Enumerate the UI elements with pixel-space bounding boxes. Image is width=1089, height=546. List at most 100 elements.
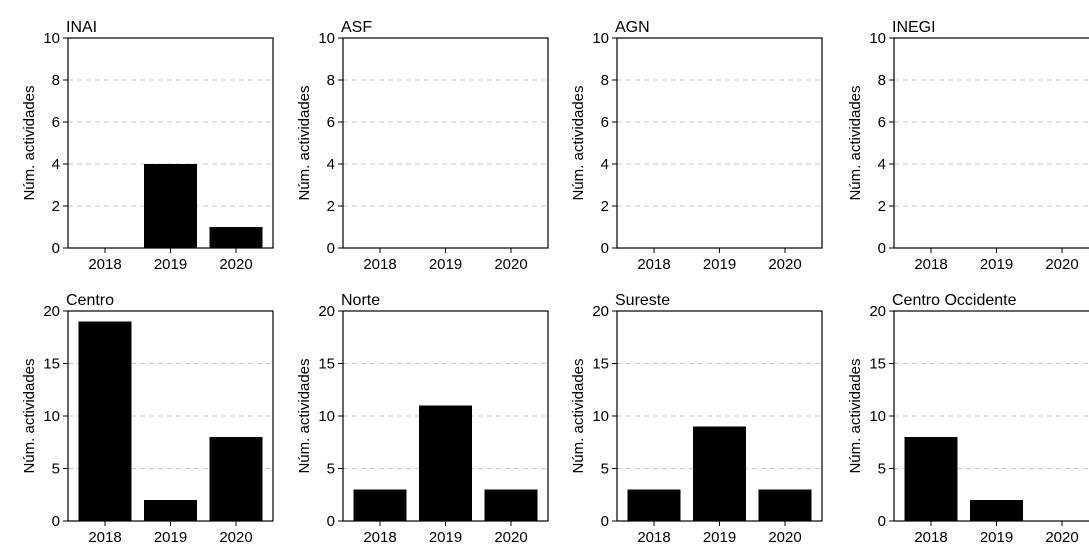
- panel-title: AGN: [615, 19, 650, 36]
- x-tick-label: 2019: [980, 529, 1013, 546]
- y-axis-label: Núm. actividades: [296, 85, 313, 200]
- panel-title: INEGI: [892, 19, 936, 36]
- bar: [484, 489, 538, 521]
- y-tick-label: 15: [318, 356, 335, 373]
- x-tick-label: 2019: [429, 529, 462, 546]
- y-tick-label: 15: [869, 356, 886, 373]
- x-tick-label: 2020: [219, 256, 252, 273]
- chart-panel: 0 5 10 15 20 2018 2019 2020 Sureste Núm. activida…: [570, 292, 823, 546]
- panel-title: Centro Occidente: [892, 292, 1017, 309]
- x-tick-label: 2020: [219, 529, 252, 546]
- y-tick-label: 20: [592, 303, 609, 320]
- chart-panel: 0 2 4 6 8 10 2018 2019 2020 AGN Núm. actividades: [570, 19, 823, 273]
- bar: [144, 164, 197, 248]
- y-tick-label: 0: [52, 240, 60, 257]
- y-tick-label: 10: [869, 408, 886, 425]
- chart-panel: 0 5 10 15 20 2018 2019 2020 Norte Núm. actividade…: [296, 292, 549, 546]
- x-tick-label: 2020: [768, 256, 801, 273]
- panel-title: Sureste: [615, 292, 670, 309]
- panel-title: ASF: [341, 19, 372, 36]
- y-tick-label: 10: [43, 408, 60, 425]
- y-tick-label: 4: [52, 156, 60, 173]
- x-tick-label: 2019: [703, 529, 736, 546]
- panel-title: Centro: [66, 292, 114, 309]
- x-tick-label: 2019: [154, 256, 187, 273]
- x-tick-label: 2018: [363, 529, 396, 546]
- panel-title: INAI: [66, 19, 97, 36]
- x-tick-label: 2020: [768, 529, 801, 546]
- chart-panel: 0 2 4 6 8 10 2018 2019 2020 INEGI Núm. actividades: [847, 19, 1089, 273]
- x-tick-label: 2020: [494, 529, 527, 546]
- x-tick-label: 2019: [703, 256, 736, 273]
- x-tick-label: 2018: [914, 256, 947, 273]
- bar: [144, 500, 197, 521]
- plot-frame: [893, 37, 1089, 249]
- y-tick-label: 4: [878, 156, 886, 173]
- bar: [758, 489, 812, 521]
- chart-panel: 0 2 4 6 8 10 2018 2019 2020 INAI Núm. actividades: [21, 19, 274, 273]
- y-tick-label: 5: [327, 461, 335, 478]
- x-tick-label: 2018: [637, 529, 670, 546]
- y-tick-label: 10: [318, 408, 335, 425]
- y-tick-label: 15: [592, 356, 609, 373]
- y-tick-label: 10: [869, 30, 886, 47]
- x-tick-label: 2020: [1045, 529, 1078, 546]
- y-tick-label: 5: [601, 461, 609, 478]
- y-tick-label: 2: [601, 198, 609, 215]
- x-tick-label: 2018: [88, 529, 121, 546]
- bar: [693, 426, 746, 521]
- y-tick-label: 20: [43, 303, 60, 320]
- panel-title: Norte: [341, 292, 380, 309]
- y-tick-label: 0: [52, 513, 60, 530]
- y-axis-label: Núm. actividades: [570, 358, 587, 473]
- y-tick-label: 2: [327, 198, 335, 215]
- y-axis-label: Núm. actividades: [296, 358, 313, 473]
- y-tick-label: 6: [327, 114, 335, 131]
- y-tick-label: 15: [43, 356, 60, 373]
- bar: [353, 489, 407, 521]
- chart-panel: 0 2 4 6 8 10 2018 2019 2020 ASF Núm. actividades: [296, 19, 549, 273]
- bar: [419, 405, 472, 521]
- bar: [904, 437, 958, 521]
- y-tick-label: 20: [318, 303, 335, 320]
- y-tick-label: 20: [869, 303, 886, 320]
- y-tick-label: 6: [52, 114, 60, 131]
- x-tick-label: 2018: [363, 256, 396, 273]
- bar: [209, 437, 263, 521]
- y-tick-label: 0: [601, 513, 609, 530]
- y-tick-label: 10: [592, 408, 609, 425]
- chart-panel: 0 5 10 15 20 2018 2019 2020 Centro Occidente Núm.…: [847, 292, 1089, 546]
- y-tick-label: 5: [52, 461, 60, 478]
- y-tick-label: 6: [878, 114, 886, 131]
- plot-frame: [342, 37, 549, 249]
- x-tick-label: 2019: [429, 256, 462, 273]
- bar: [970, 500, 1023, 521]
- x-tick-label: 2019: [980, 256, 1013, 273]
- x-tick-label: 2018: [914, 529, 947, 546]
- y-tick-label: 2: [52, 198, 60, 215]
- chart-panel: 0 5 10 15 20 2018 2019 2020 Centro Núm. actividad…: [21, 292, 274, 546]
- y-axis-label: Núm. actividades: [847, 85, 864, 200]
- y-axis-label: Núm. actividades: [21, 358, 38, 473]
- y-tick-label: 0: [327, 240, 335, 257]
- y-axis-label: Núm. actividades: [21, 85, 38, 200]
- y-tick-label: 2: [878, 198, 886, 215]
- y-tick-label: 0: [878, 513, 886, 530]
- y-tick-label: 5: [878, 461, 886, 478]
- y-axis-label: Núm. actividades: [570, 85, 587, 200]
- x-tick-label: 2018: [637, 256, 670, 273]
- y-tick-label: 8: [52, 72, 60, 89]
- y-tick-label: 10: [43, 30, 60, 47]
- y-axis-label: Núm. actividades: [847, 358, 864, 473]
- y-tick-label: 0: [601, 240, 609, 257]
- y-tick-label: 0: [327, 513, 335, 530]
- bar: [209, 227, 263, 248]
- plot-frame: [616, 37, 823, 249]
- bar: [627, 489, 681, 521]
- y-tick-label: 10: [592, 30, 609, 47]
- y-tick-label: 8: [601, 72, 609, 89]
- y-tick-label: 10: [318, 30, 335, 47]
- x-tick-label: 2018: [88, 256, 121, 273]
- x-tick-label: 2020: [1045, 256, 1078, 273]
